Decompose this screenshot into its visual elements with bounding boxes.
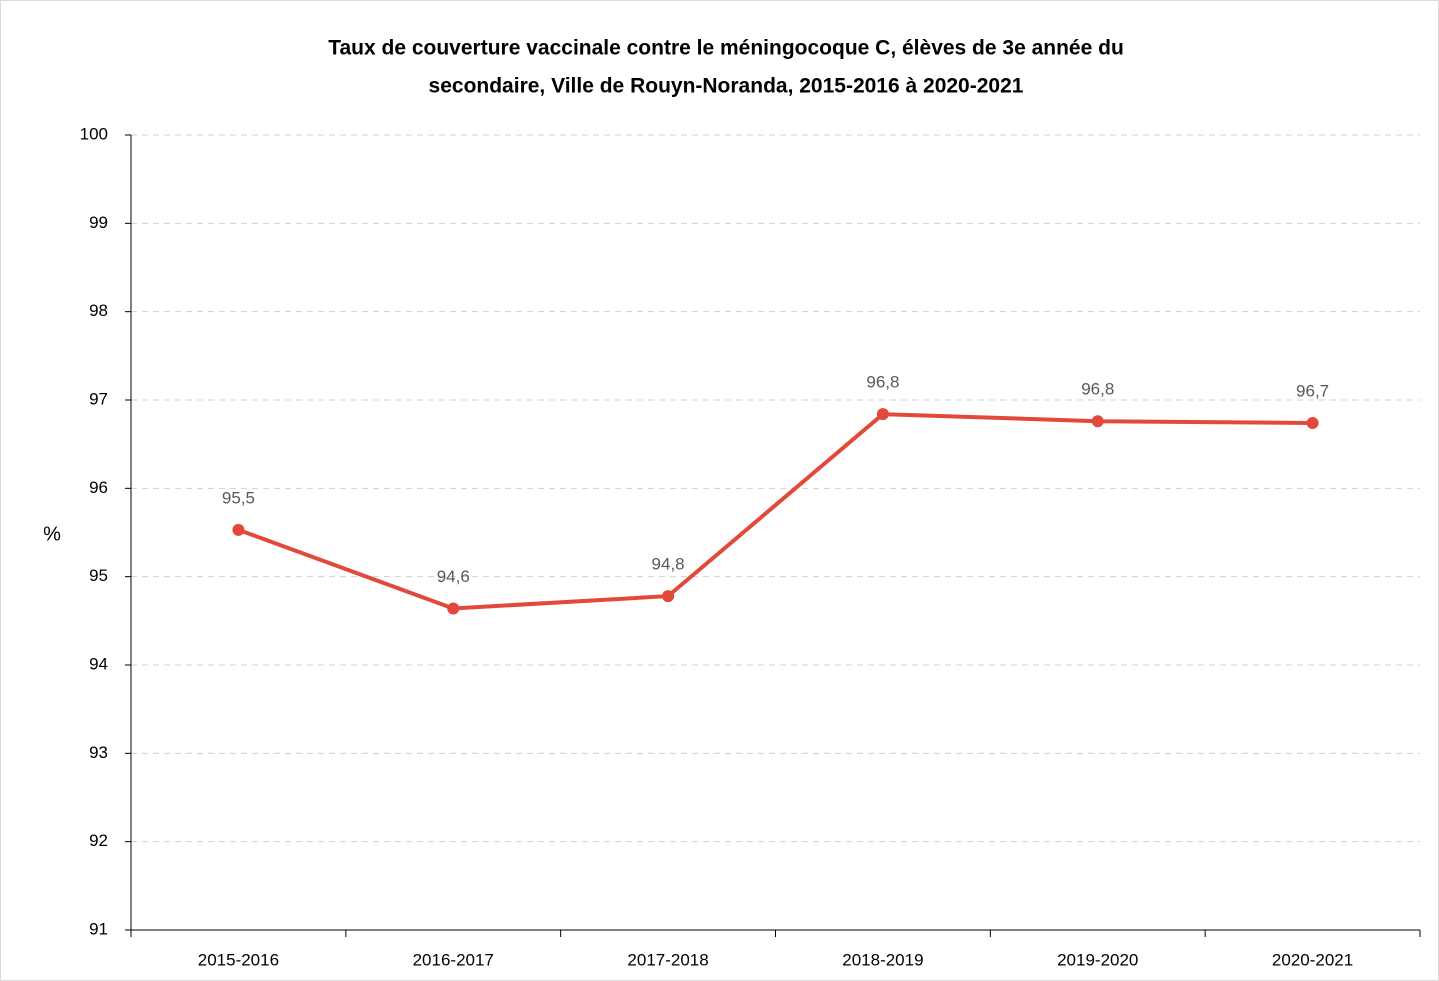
- data-point: [447, 602, 460, 615]
- y-tick-label: 94: [89, 654, 108, 673]
- y-tick-label: 93: [89, 743, 108, 762]
- data-label: 94,8: [652, 555, 685, 574]
- y-tick-label: 91: [89, 919, 108, 938]
- y-tick-label: 92: [89, 831, 108, 850]
- chart-title: secondaire, Ville de Rouyn-Noranda, 2015…: [429, 75, 1024, 98]
- data-point: [232, 523, 245, 536]
- x-tick-label: 2016-2017: [413, 950, 494, 969]
- data-label: 96,7: [1296, 381, 1329, 400]
- data-label: 96,8: [866, 373, 899, 392]
- series-line: [237, 412, 1313, 611]
- data-point: [662, 590, 675, 603]
- y-axis-label: %: [43, 523, 61, 545]
- y-tick-label: 99: [89, 213, 108, 232]
- chart-title: Taux de couverture vaccinale contre le m…: [328, 37, 1124, 60]
- y-tick-label: 97: [89, 389, 108, 408]
- y-tick-label: 98: [89, 301, 108, 320]
- y-tick-label: 95: [89, 566, 108, 585]
- y-tick-label: 96: [89, 478, 108, 497]
- y-tick-label: 100: [80, 124, 108, 143]
- x-tick-label: 2017-2018: [627, 950, 708, 969]
- data-label: 96,8: [1081, 380, 1114, 399]
- data-label: 94,6: [437, 567, 470, 586]
- data-point: [876, 408, 889, 421]
- x-tick-label: 2018-2019: [842, 950, 923, 969]
- data-point: [1091, 415, 1104, 428]
- x-tick-label: 2020-2021: [1272, 950, 1353, 969]
- x-tick-label: 2015-2016: [198, 950, 279, 969]
- data-label: 95,5: [222, 488, 255, 507]
- data-point: [1306, 416, 1319, 429]
- x-tick-label: 2019-2020: [1057, 950, 1138, 969]
